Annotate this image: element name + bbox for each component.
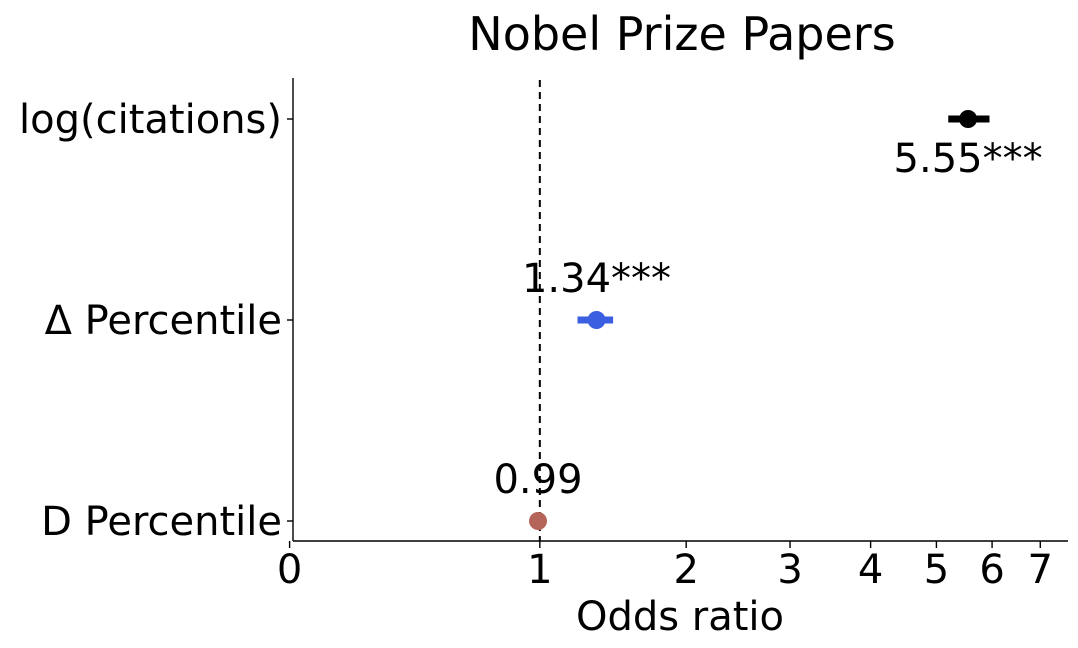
data-label: 0.99: [493, 457, 582, 503]
x-tick-label: 2: [673, 547, 698, 593]
y-tick-label: Δ Percentile: [45, 298, 282, 344]
data-label: 1.34***: [522, 256, 671, 302]
point-estimate: [529, 512, 548, 530]
y-tick-label: D Percentile: [41, 499, 282, 545]
x-tick-label: 5: [924, 547, 949, 593]
x-tick-label: 7: [1028, 547, 1053, 593]
x-tick-label: 4: [858, 547, 883, 593]
y-tick-label: log(citations): [19, 97, 282, 143]
x-tick-label: 1: [527, 547, 552, 593]
x-tick-label: 0: [277, 547, 302, 593]
data-label: 5.55***: [894, 136, 1043, 182]
y-ticks: log(citations) Δ Percentile D Percentile: [19, 97, 293, 545]
point-estimate: [587, 311, 606, 329]
x-tick-label: 6: [979, 547, 1004, 593]
point-estimate: [959, 110, 978, 128]
data-marks: 5.55*** 1.34*** 0.99: [493, 110, 1043, 530]
chart-title: Nobel Prize Papers: [468, 7, 895, 61]
x-tick-label: 3: [777, 547, 802, 593]
x-axis-label: Odds ratio: [576, 594, 784, 640]
